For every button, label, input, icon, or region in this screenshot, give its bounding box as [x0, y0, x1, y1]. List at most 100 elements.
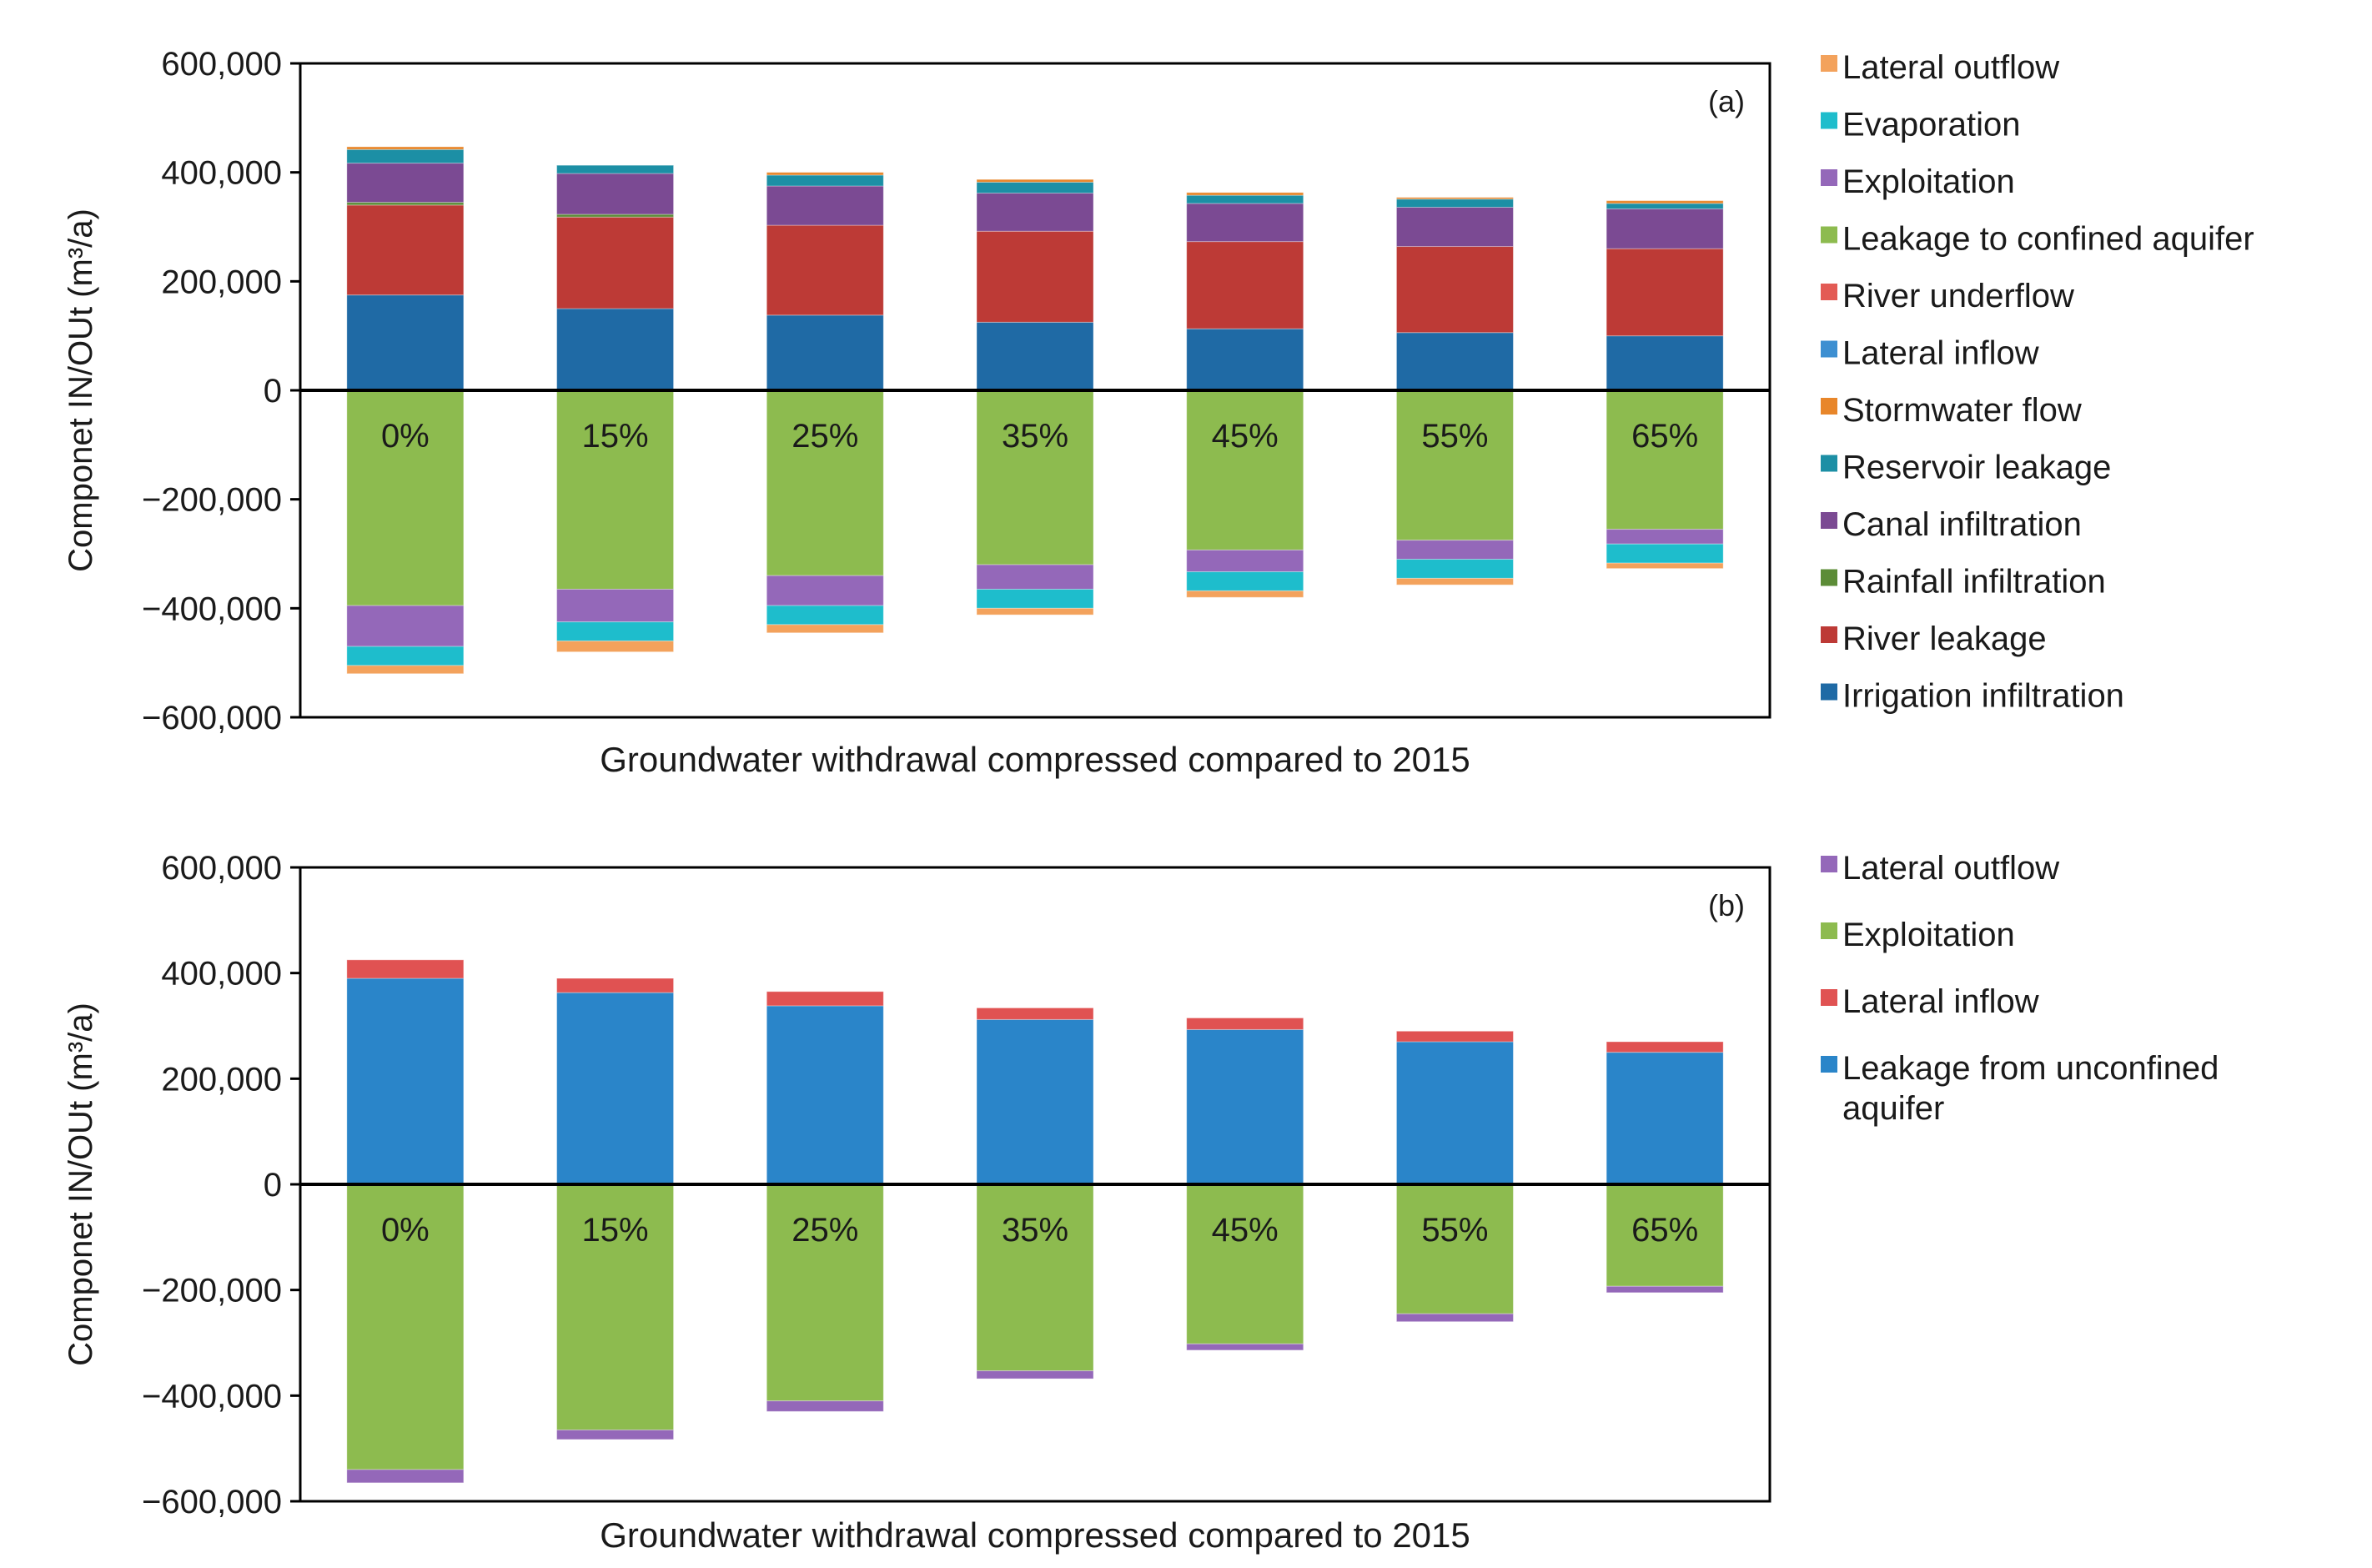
category-label: 25% — [792, 1212, 858, 1249]
series-lateral-outflow — [346, 562, 1724, 675]
bar-irrigation-infiltration-0 — [346, 294, 465, 391]
series-irrigation-infiltration — [346, 294, 1724, 391]
bar-leakage-from-unconfined-aquifer-35 — [976, 1018, 1094, 1185]
bar-lateral-outflow-55 — [1395, 577, 1514, 585]
category-label: 65% — [1631, 418, 1698, 455]
panel-a: 0% 15% 25% 35% 45% 55% 65% 600,000 400,000 200,00… — [63, 46, 2254, 779]
bar-reservoir-leakage-55 — [1395, 199, 1514, 208]
legend-swatch — [1821, 683, 1837, 701]
bar-lateral-inflow-25 — [766, 991, 884, 1007]
bar-reservoir-leakage-65 — [1606, 203, 1724, 209]
category-label: 15% — [582, 1212, 649, 1249]
bar-lateral-outflow-45 — [1186, 590, 1304, 598]
legend-label: Exploitation — [1842, 917, 2015, 953]
series-leakage-from-unconfined-aquifer — [346, 977, 1724, 1185]
legend-swatch — [1821, 398, 1837, 415]
y-tick-label: 200,000 — [161, 264, 282, 300]
legend-label: Lateral outflow — [1842, 850, 2059, 887]
bar-lateral-outflow-15 — [556, 641, 675, 653]
bar-reservoir-leakage-0 — [346, 148, 465, 164]
legend-label: Leakage from unconfined aquifer — [1842, 1050, 2219, 1127]
bar-exploitation-65 — [1606, 1184, 1724, 1287]
bar-exploitation-0 — [346, 1184, 465, 1470]
bar-river-leakage-25 — [766, 224, 884, 316]
bar-exploitation-45 — [1186, 549, 1304, 573]
y-tick-label: 600,000 — [161, 46, 282, 83]
legend-item-reservoir-leakage: Reservoir leakage — [1821, 450, 2111, 486]
series-river-leakage — [346, 204, 1724, 337]
legend-label: Leakage to confined aquifer — [1842, 221, 2254, 258]
legend-swatch — [1821, 455, 1837, 472]
legend-swatch — [1821, 512, 1837, 529]
bar-stormwater-flow-25 — [766, 172, 884, 176]
legend-label: Stormwater flow — [1842, 392, 2082, 429]
panel-label: (a) — [1708, 84, 1745, 118]
bar-lateral-outflow-25 — [766, 624, 884, 634]
y-tick-label: 400,000 — [161, 956, 282, 993]
y-tick-label: 0 — [264, 1167, 282, 1204]
legend-label-line-1: Leakage from unconfined — [1842, 1050, 2219, 1087]
y-tick-label: 0 — [264, 373, 282, 410]
y-tick-label: −200,000 — [142, 1273, 282, 1309]
bar-stormwater-flow-0 — [346, 146, 465, 150]
legend-label: Rainfall infiltration — [1842, 564, 2106, 601]
legend-item-rainfall-infiltration: Rainfall infiltration — [1821, 564, 2106, 601]
legend-label: River leakage — [1842, 621, 2047, 657]
bar-river-leakage-15 — [556, 216, 675, 309]
legend-swatch — [1821, 1056, 1837, 1073]
bar-stormwater-flow-65 — [1606, 200, 1724, 204]
bar-leakage-to-confined-aquifer-55 — [1395, 389, 1514, 541]
bar-irrigation-infiltration-45 — [1186, 328, 1304, 391]
bar-canal-infiltration-35 — [976, 192, 1094, 232]
bar-canal-infiltration-25 — [766, 185, 884, 226]
legend-label: Irrigation infiltration — [1842, 678, 2124, 715]
bar-leakage-from-unconfined-aquifer-45 — [1186, 1028, 1304, 1185]
bar-exploitation-65 — [1606, 529, 1724, 545]
legend-label: Canal infiltration — [1842, 506, 2082, 543]
legend-label: Exploitation — [1842, 163, 2015, 200]
bar-leakage-to-confined-aquifer-0 — [346, 389, 465, 606]
bar-leakage-from-unconfined-aquifer-0 — [346, 977, 465, 1185]
series-reservoir-leakage — [346, 148, 1724, 209]
category-label: 45% — [1212, 1212, 1279, 1249]
bar-lateral-outflow-0 — [346, 665, 465, 675]
bar-leakage-from-unconfined-aquifer-65 — [1606, 1052, 1724, 1185]
bar-leakage-to-confined-aquifer-35 — [976, 389, 1094, 565]
legend-swatch — [1821, 922, 1837, 939]
bar-irrigation-infiltration-25 — [766, 314, 884, 391]
bar-exploitation-15 — [556, 1184, 675, 1430]
legend-item-evaporation: Evaporation — [1821, 107, 2020, 143]
y-axis-label: Componet IN/OUt (m³/a) — [63, 1003, 99, 1366]
bar-exploitation-35 — [976, 564, 1094, 590]
series-lateral-inflow — [346, 959, 1724, 1053]
bar-leakage-to-confined-aquifer-45 — [1186, 389, 1304, 550]
legend-item-lateral-inflow: Lateral inflow — [1821, 335, 2039, 372]
bar-lateral-outflow-0 — [346, 1469, 465, 1484]
bar-lateral-outflow-35 — [976, 607, 1094, 616]
series-leakage-to-confined-aquifer — [346, 389, 1724, 606]
bar-irrigation-infiltration-55 — [1395, 332, 1514, 391]
bar-evaporation-15 — [556, 621, 675, 642]
legend-swatch — [1821, 569, 1837, 586]
bar-exploitation-15 — [556, 588, 675, 623]
bar-river-leakage-65 — [1606, 248, 1724, 337]
category-label: 55% — [1421, 1212, 1488, 1249]
bar-evaporation-35 — [976, 588, 1094, 609]
legend-item-leakage-from-unconfined-aquifer: Leakage from unconfined aquifer — [1821, 1050, 2219, 1127]
x-axis-label: Groundwater withdrawal compressed compar… — [600, 1515, 1470, 1555]
bar-canal-infiltration-45 — [1186, 203, 1304, 243]
legend-label: Lateral inflow — [1842, 983, 2039, 1020]
legend: Lateral outflow Exploitation Lateral inflo… — [1821, 850, 2219, 1127]
bar-evaporation-0 — [346, 646, 465, 666]
bar-canal-infiltration-65 — [1606, 208, 1724, 249]
legend-label: Evaporation — [1842, 107, 2020, 143]
bar-evaporation-55 — [1395, 559, 1514, 579]
legend-swatch — [1821, 626, 1837, 643]
bar-stormwater-flow-55 — [1395, 197, 1514, 200]
y-tick-label: −400,000 — [142, 1378, 282, 1415]
legend-item-canal-infiltration: Canal infiltration — [1821, 506, 2082, 543]
bar-reservoir-leakage-35 — [976, 181, 1094, 193]
legend-label: Lateral outflow — [1842, 49, 2059, 86]
series-stormwater-flow — [346, 146, 1724, 204]
bar-lateral-outflow-65 — [1606, 562, 1724, 570]
